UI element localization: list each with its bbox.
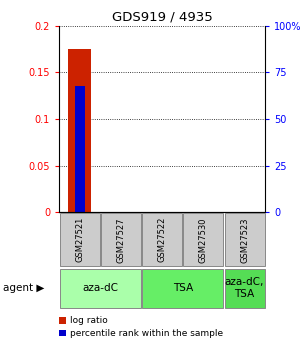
Text: TSA: TSA [173,283,193,293]
Text: agent ▶: agent ▶ [3,283,45,293]
Bar [101,213,141,266]
Bar [225,213,265,266]
Bar [183,213,223,266]
Bar [68,49,91,212]
Bar [75,87,85,212]
Text: GSM27521: GSM27521 [75,217,84,263]
Bar [225,269,265,307]
Bar [60,213,100,266]
Bar [142,213,182,266]
Text: percentile rank within the sample: percentile rank within the sample [70,328,223,337]
Text: GSM27530: GSM27530 [199,217,208,263]
Title: GDS919 / 4935: GDS919 / 4935 [112,10,212,23]
Text: log ratio: log ratio [70,316,108,325]
Bar [142,269,223,307]
Text: GSM27523: GSM27523 [240,217,249,263]
Text: GSM27527: GSM27527 [116,217,125,263]
Text: aza-dC: aza-dC [82,283,118,293]
Bar [60,269,141,307]
Text: aza-dC,
TSA: aza-dC, TSA [225,277,264,299]
Text: GSM27522: GSM27522 [158,217,167,263]
